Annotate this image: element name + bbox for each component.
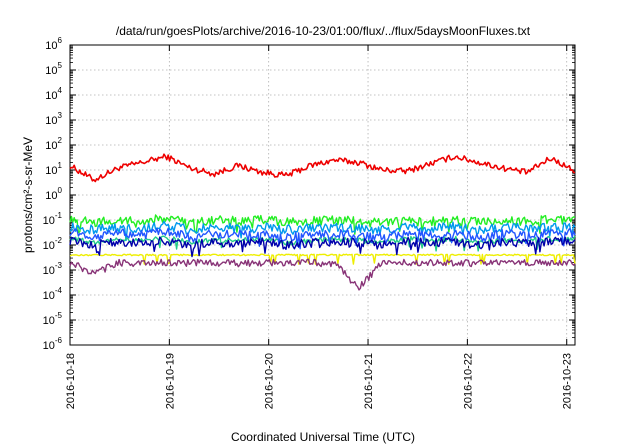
y-axis-title: protons/cm²-s-sr-MeV [21, 137, 35, 253]
y-tick-label: 10-1 [43, 211, 63, 227]
chart-title: /data/run/goesPlots/archive/2016-10-23/0… [116, 24, 531, 38]
x-tick-label: 2016-10-23 [562, 353, 574, 409]
y-tick-label: 103 [45, 111, 62, 127]
series-line-6 [69, 236, 576, 258]
x-tick-label: 2016-10-19 [164, 353, 176, 409]
y-tick-label: 100 [45, 186, 62, 202]
y-tick-label: 10-3 [43, 261, 63, 277]
series-group [69, 153, 576, 291]
x-tick-label: 2016-10-18 [65, 353, 77, 409]
y-tick-label: 10-5 [43, 311, 63, 327]
y-tick-label: 106 [45, 36, 62, 52]
series-line-1 [69, 153, 575, 183]
x-axis-title: Coordinated Universal Time (UTC) [231, 430, 415, 444]
y-tick-label: 104 [45, 86, 62, 102]
series-line-8 [69, 258, 576, 291]
x-tick-label: 2016-10-22 [462, 353, 474, 409]
y-tick-label: 10-6 [43, 336, 63, 352]
x-tick-label: 2016-10-21 [363, 353, 375, 409]
y-tick-label: 10-2 [43, 236, 63, 252]
grid [70, 45, 575, 345]
y-tick-label: 102 [45, 136, 62, 152]
x-tick-label: 2016-10-20 [264, 353, 276, 409]
series-line-7 [69, 253, 576, 265]
series-line-4 [69, 227, 576, 250]
series-line-3 [69, 220, 576, 242]
y-tick-labels: 10-6 10-5 10-4 10-3 10-2 10-1 100 101 102 103 104 1… [43, 36, 63, 352]
y-tick-label: 105 [45, 61, 62, 77]
x-tick-labels: 2016-10-18 2016-10-19 2016-10-20 2016-10-21… [65, 353, 574, 409]
y-tick-label: 10-4 [43, 286, 63, 302]
y-tick-label: 101 [45, 161, 62, 177]
